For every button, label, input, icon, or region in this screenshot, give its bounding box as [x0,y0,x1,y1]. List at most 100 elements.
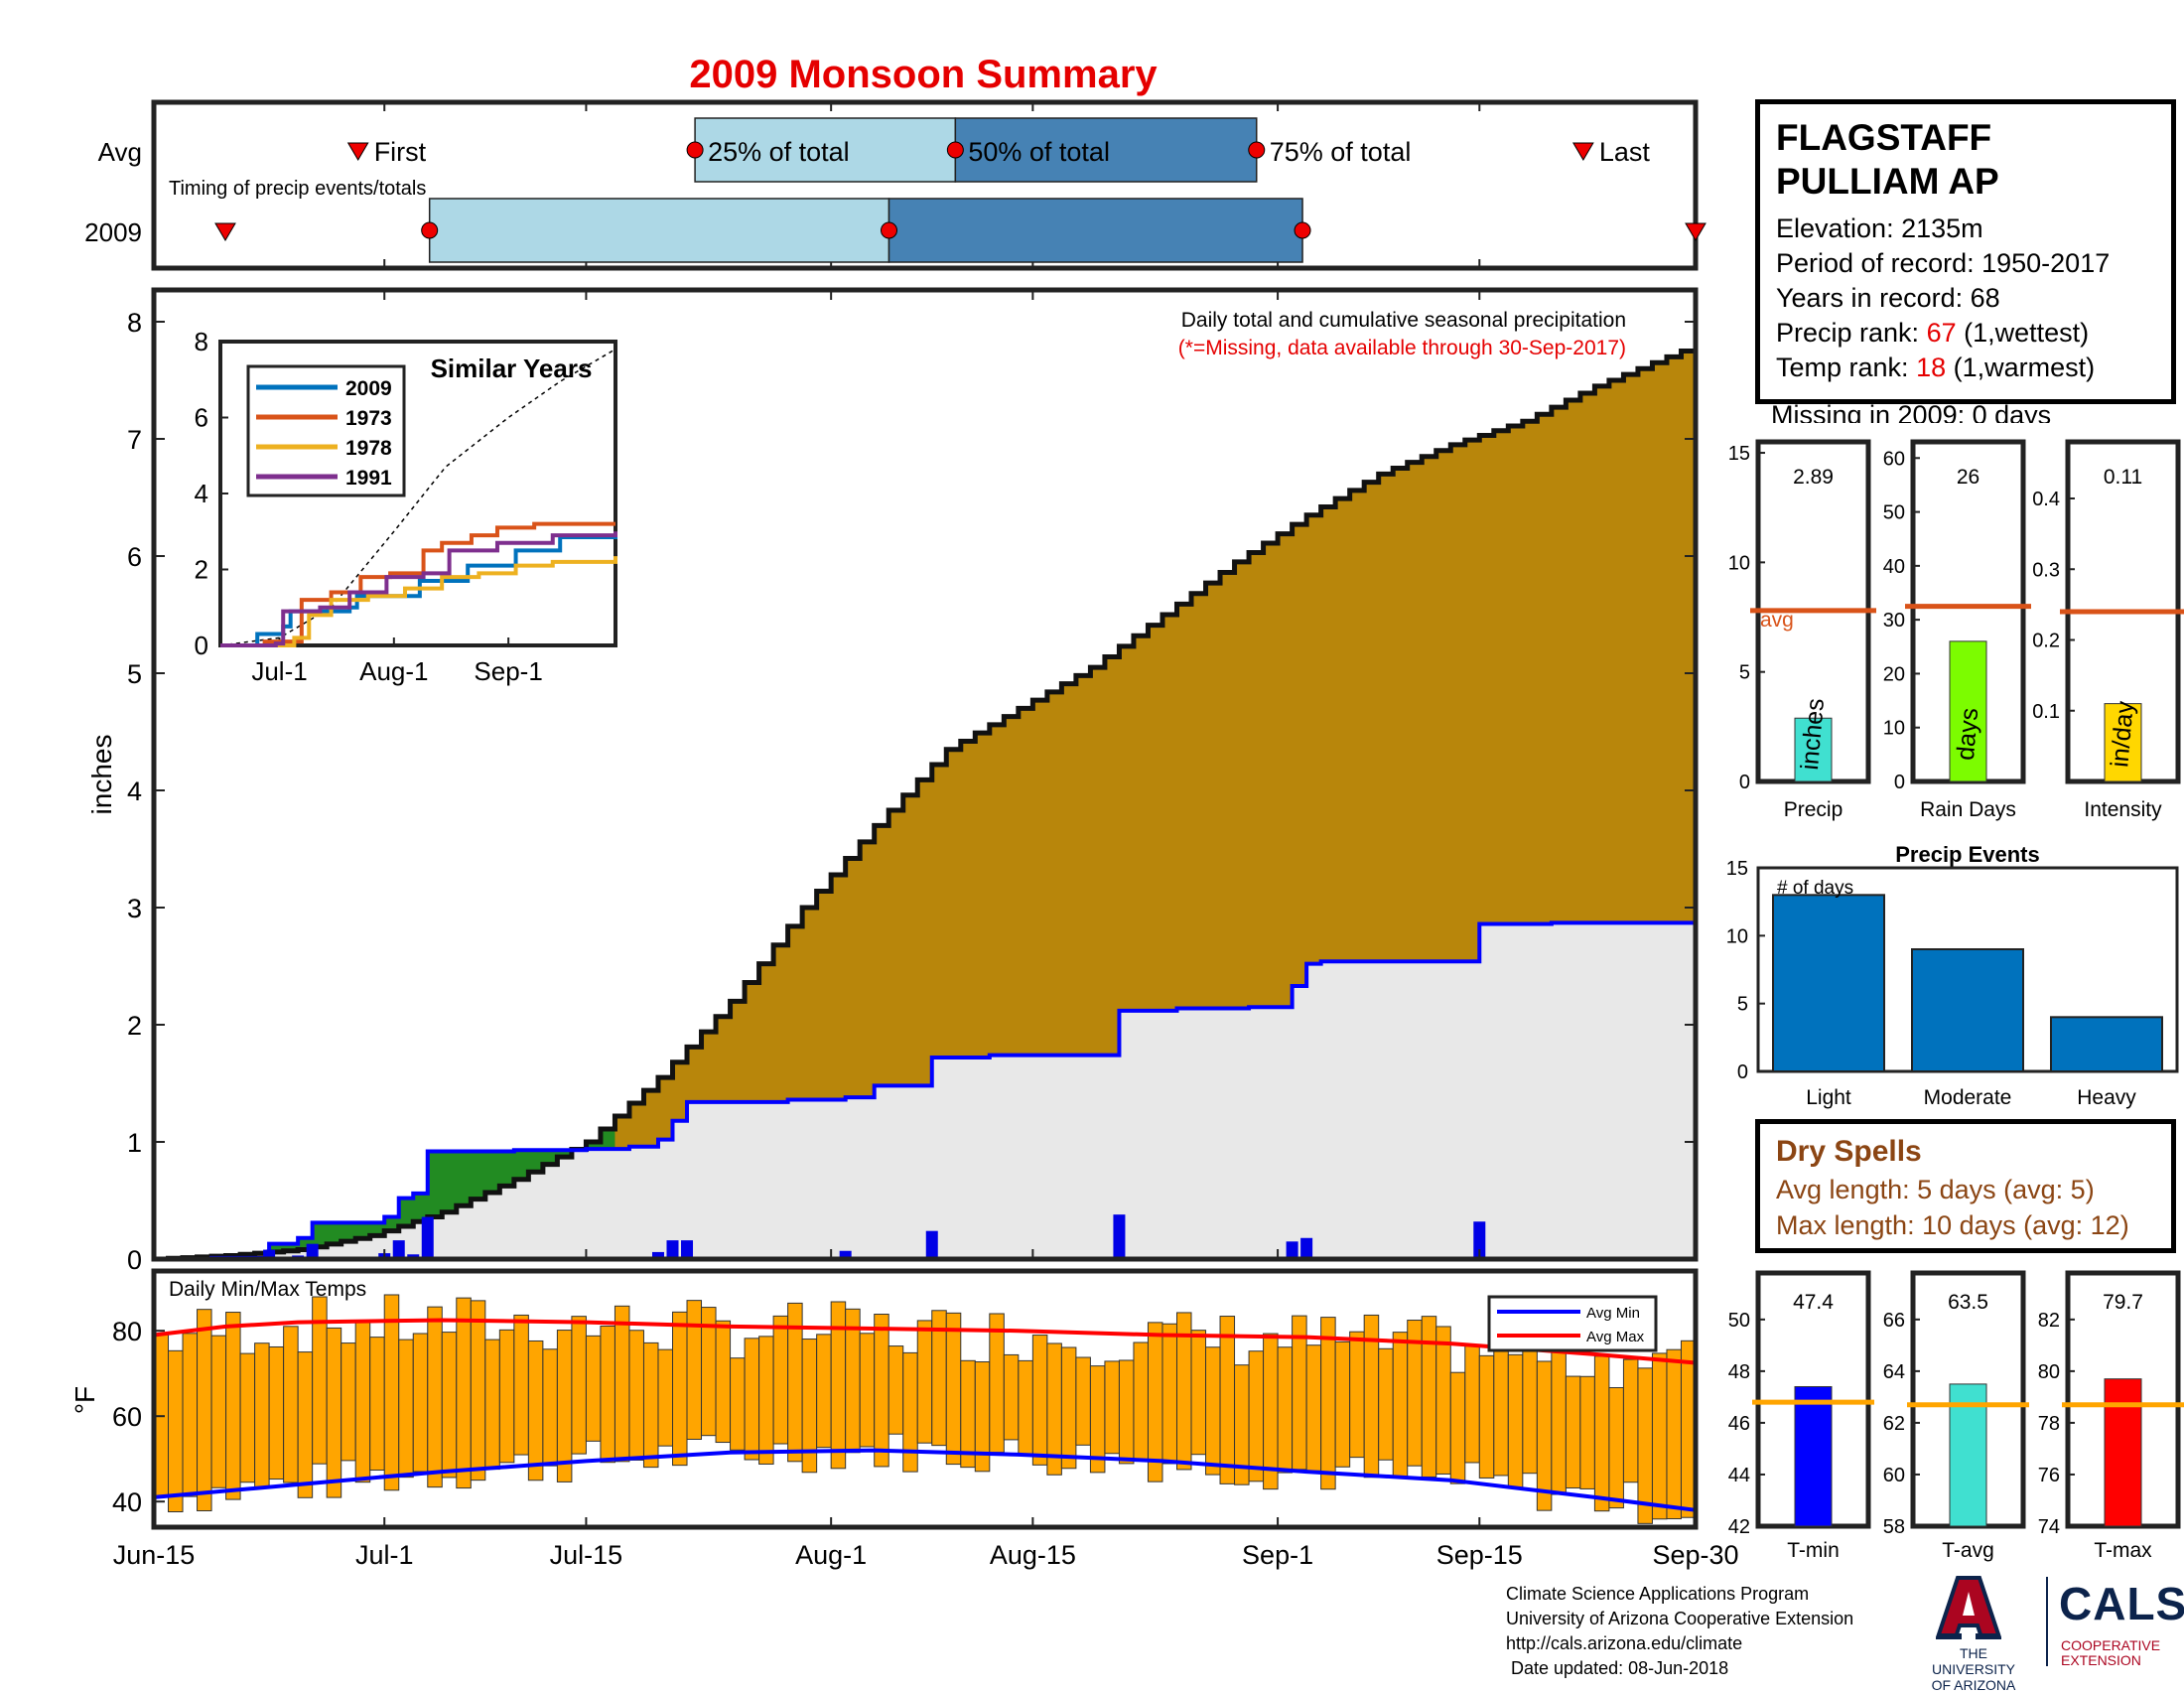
daily-temp-bar [1104,1360,1120,1455]
summary-bar-Intensity [2104,703,2142,782]
daily-temp-bar [1493,1333,1509,1477]
temp-caption: Daily Min/Max Temps [169,1278,366,1301]
daily-temp-bar [1205,1346,1221,1476]
main-xtick-label: Aug-15 [990,1540,1076,1570]
main-plot-frame [151,287,1699,1262]
main-annotation-line1: Daily total and cumulative seasonal prec… [1181,309,1626,332]
cals-logo-subtitle: COOPERATIVE EXTENSION [2061,1638,2160,1668]
avg-q75-marker [1248,141,1266,159]
daily-temp-bar [1637,1367,1653,1524]
daily-temp-bar [1219,1316,1236,1484]
summary-ytick-label: 0.2 [2032,631,2060,652]
credits-line3[interactable]: http://cals.arizona.edu/climate [1506,1633,1743,1653]
summary-ytick-label: 10 [1883,718,1905,740]
inset-ytick-label: 2 [195,555,208,585]
above-average-area [269,1129,615,1252]
daily-temp-bar [1060,1346,1077,1470]
daily-temp-bar [225,1312,241,1500]
daily-precip-bar [263,1249,276,1259]
daily-precip-bar [839,1250,852,1259]
temp-summary-ytick-label: 74 [2038,1516,2060,1538]
summary-unit-label: days [1952,707,1983,762]
precip-event-label: Light [1806,1086,1851,1109]
daily-temp-bar [556,1330,573,1482]
daily-temp-bar [686,1300,703,1440]
main-xtick-label: Aug-1 [795,1540,867,1570]
summary-category-label: Intensity [2084,798,2162,821]
temp-summary-ytick-label: 44 [1728,1465,1750,1486]
daily-temp-bar [571,1316,587,1455]
daily-temp-bar [182,1333,199,1497]
daily-temp-bar [887,1345,904,1435]
temp-ytick-label: 60 [112,1402,142,1432]
temp-rank-prefix: Temp rank: [1776,353,1917,382]
daily-temp-bar [1651,1352,1668,1520]
daily-temp-bar [1464,1343,1480,1464]
daily-temp-bar [1378,1347,1394,1461]
daily-temp-bar [1248,1350,1265,1482]
station-name-line2: PULLIAM AP [1776,161,1999,202]
summary-ytick-label: 50 [1883,502,1905,524]
precip-rank-suffix: (1,wettest) [1956,318,2090,348]
daily-temp-bar [1478,1354,1495,1479]
main-ytick-label: 6 [127,542,142,572]
inset-series-1991 [220,531,617,647]
temp-ytick-label: 40 [112,1487,142,1517]
daily-temp-bar [427,1306,443,1488]
main-annotation-line2: (*=Missing, data available through 30-Se… [1178,337,1626,359]
daily-temp-bar [628,1330,644,1461]
temp-avg-min-line [153,1448,1697,1512]
precip-rank-value: 67 [1926,318,1957,348]
daily-temp-bar [210,1335,227,1488]
summary-category-label: Rain Days [1920,798,2016,821]
daily-temp-bar [326,1327,342,1498]
daily-temp-bar [1622,1358,1639,1483]
precip-events-ytick-label: 0 [1737,1061,1748,1083]
avg-q25-q50-box [694,117,957,183]
y2009-q50-marker [881,221,898,239]
summary-avg-label: avg [1760,609,1794,632]
daily-temp-bar [945,1312,962,1466]
timing-row-label-avg: Avg [98,137,142,167]
daily-temp-bar [268,1345,285,1481]
daily-temp-bar [527,1340,544,1481]
daily-precip-bar [651,1251,664,1259]
cals-sub-line1: COOPERATIVE [2061,1637,2161,1653]
inset-series-1978 [220,556,617,647]
cals-logo: CALS [2059,1578,2184,1629]
daily-temp-bar [1075,1356,1091,1446]
temp-legend-min-label: Avg Min [1586,1305,1640,1322]
precip-rank-prefix: Precip rank: [1776,318,1927,348]
cals-sub-line2: EXTENSION [2061,1652,2141,1668]
daily-temp-bar [758,1336,774,1465]
temp-summary-ytick-label: 60 [1883,1465,1905,1486]
y2009-first-marker-icon [214,222,236,241]
logo-divider [2046,1577,2048,1666]
daily-temp-bar [441,1332,458,1479]
daily-temp-bar [845,1308,861,1454]
daily-precip-bar [1300,1237,1313,1259]
summary-ytick-label: 0 [1739,772,1750,793]
daily-precip-bar [421,1216,434,1259]
daily-temp-bar [989,1313,1005,1454]
temp-rank-suffix: (1,warmest) [1946,353,2096,382]
temp-summary-value-label: 63.5 [1948,1291,1988,1314]
dry-spells-max: Max length: 10 days (avg: 12) [1776,1210,2129,1240]
daily-precip-bar [1113,1214,1126,1259]
temp-summary-category-label: T-min [1787,1539,1840,1562]
inset-ytick-label: 0 [195,631,208,660]
credits-line2: University of Arizona Cooperative Extens… [1506,1609,1854,1628]
y2009-last-marker-icon [1685,222,1706,241]
daily-temp-bar [1263,1333,1279,1490]
main-xtick-label: Sep-1 [1242,1540,1313,1570]
daily-temp-bar [1003,1353,1020,1441]
cumulative-average-line [154,349,1696,1262]
ua-logo-line1: THE UNIVERSITY [1931,1645,2015,1677]
inset-ytick-label: 6 [195,403,208,433]
daily-temp-bar [456,1297,472,1489]
daily-precip-bar [681,1240,694,1259]
daily-temp-bar [369,1337,385,1472]
main-xtick-label: Jun-15 [113,1540,196,1570]
temp-summary-value-label: 79.7 [2103,1291,2143,1314]
